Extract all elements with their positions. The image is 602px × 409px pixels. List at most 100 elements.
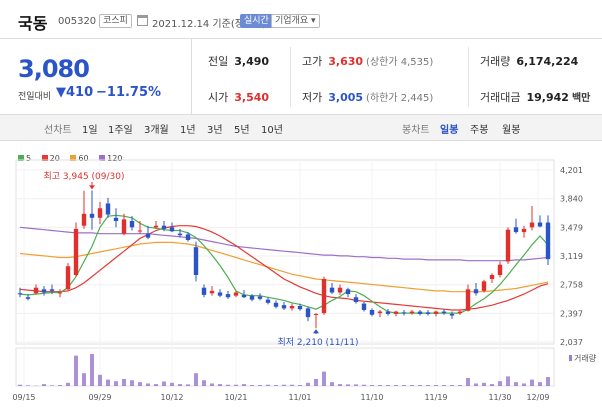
candle-body bbox=[393, 311, 399, 314]
volume-bar bbox=[530, 379, 534, 386]
volume-bar bbox=[74, 355, 78, 386]
volume-bar bbox=[66, 382, 70, 386]
candle-body bbox=[513, 227, 519, 233]
y-tick-label: 2,037 bbox=[560, 338, 583, 347]
volume-bar bbox=[498, 381, 502, 386]
company-info-dropdown[interactable]: 기업개요 ▾ bbox=[271, 14, 320, 28]
candle-body bbox=[345, 289, 351, 295]
x-tick-label: 10/12 bbox=[160, 393, 183, 402]
candle-body bbox=[121, 219, 127, 234]
calendar-icon bbox=[137, 15, 148, 26]
candle-weekly[interactable]: 주봉 bbox=[470, 125, 489, 136]
chart-toolbar: 선차트 1일 1주일 3개월 1년 3년 5년 10년 봉차트 일봉 주봉 월봉 bbox=[0, 115, 602, 141]
candle-body bbox=[113, 217, 119, 221]
volume-bar bbox=[330, 382, 334, 386]
candle-body bbox=[369, 309, 375, 315]
candle-body bbox=[321, 278, 327, 314]
period-5y[interactable]: 5년 bbox=[234, 125, 250, 136]
candle-body bbox=[73, 228, 79, 275]
series-ma60 bbox=[19, 241, 549, 293]
volume-bar bbox=[522, 383, 526, 386]
candle-body bbox=[313, 313, 319, 315]
legend-ma5: 5 bbox=[18, 154, 31, 163]
candle-body bbox=[433, 311, 439, 314]
volume-stat: 거래량 6,174,224 bbox=[480, 55, 579, 68]
candle-monthly[interactable]: 월봉 bbox=[502, 125, 521, 136]
candle-body bbox=[249, 295, 255, 300]
volume-bar bbox=[138, 382, 142, 386]
candle-daily[interactable]: 일봉 bbox=[440, 125, 459, 136]
candle-body bbox=[17, 293, 23, 295]
volume-bar bbox=[122, 378, 126, 386]
amount-stat: 거래대금 19,942 백만 bbox=[480, 91, 591, 104]
volume-bar bbox=[226, 384, 230, 386]
volume-bar bbox=[418, 385, 422, 386]
x-tick-label: 11/01 bbox=[288, 393, 311, 402]
candle-body bbox=[457, 311, 463, 314]
volume-bar bbox=[458, 385, 462, 386]
candle-body bbox=[505, 229, 511, 262]
candle-body bbox=[409, 311, 415, 314]
volume-bar bbox=[394, 385, 398, 386]
candle-chart-label[interactable]: 봉차트 bbox=[402, 125, 430, 136]
candle-body bbox=[33, 287, 39, 294]
quote-panel: 3,080 전일대비 ▼410 −11.75% 전일 3,490 시가 3,540 … bbox=[0, 38, 602, 115]
volume-bar bbox=[26, 385, 30, 386]
line-chart-label[interactable]: 선차트 bbox=[44, 125, 72, 136]
period-1d[interactable]: 1일 bbox=[82, 125, 98, 136]
volume-bar bbox=[18, 384, 22, 386]
volume-bar bbox=[186, 384, 190, 386]
candle-body bbox=[305, 308, 311, 318]
volume-label: 거래량 bbox=[574, 353, 597, 363]
high-annotation: 최고 3,945 (09/30) bbox=[43, 171, 124, 182]
volume-bar bbox=[210, 383, 214, 386]
period-1y[interactable]: 1년 bbox=[180, 125, 196, 136]
volume-bar bbox=[266, 384, 270, 386]
candle-body bbox=[521, 228, 527, 233]
volume-bar bbox=[258, 385, 262, 386]
ma-legend: 5 20 60 120 bbox=[18, 154, 130, 163]
period-10y[interactable]: 10년 bbox=[261, 125, 283, 136]
period-1w[interactable]: 1주일 bbox=[108, 125, 133, 136]
volume-bar bbox=[242, 384, 246, 386]
volume-bar bbox=[274, 385, 278, 386]
volume-bar bbox=[362, 384, 366, 386]
candle-body bbox=[497, 264, 503, 275]
volume-bar bbox=[386, 385, 390, 386]
candle-body bbox=[209, 290, 215, 294]
candle-body bbox=[81, 213, 87, 226]
volume-bar bbox=[338, 384, 342, 386]
period-3y[interactable]: 3년 bbox=[207, 125, 223, 136]
candle-body bbox=[241, 294, 247, 298]
x-tick-label: 09/15 bbox=[12, 393, 35, 402]
candle-body bbox=[529, 222, 535, 228]
candle-body bbox=[265, 299, 271, 303]
volume-bar bbox=[218, 384, 222, 386]
candle-body bbox=[49, 289, 55, 291]
candle-body bbox=[65, 266, 71, 290]
volume-bar bbox=[482, 382, 486, 386]
period-3m[interactable]: 3개월 bbox=[144, 125, 169, 136]
volume-bar bbox=[162, 381, 166, 386]
volume-bar bbox=[514, 382, 518, 386]
candle-body bbox=[537, 222, 543, 227]
divider bbox=[290, 47, 291, 107]
volume-bar bbox=[506, 376, 510, 386]
candle-body bbox=[417, 311, 423, 314]
candle-body bbox=[145, 233, 151, 238]
candle-body bbox=[273, 302, 279, 307]
candle-body bbox=[225, 294, 231, 298]
y-tick-label: 2,397 bbox=[560, 309, 583, 318]
candle-body bbox=[177, 233, 183, 236]
x-tick-label: 11/19 bbox=[424, 393, 447, 402]
candle-body bbox=[41, 289, 47, 293]
volume-bar bbox=[282, 384, 286, 386]
volume-frame bbox=[15, 347, 555, 387]
volume-bar bbox=[42, 384, 46, 386]
candle-body bbox=[233, 292, 239, 296]
candle-body bbox=[257, 296, 263, 299]
candle-body bbox=[545, 222, 551, 260]
realtime-button[interactable]: 실시간 bbox=[240, 14, 273, 28]
volume-bar bbox=[98, 374, 102, 386]
candle-body bbox=[201, 287, 207, 295]
